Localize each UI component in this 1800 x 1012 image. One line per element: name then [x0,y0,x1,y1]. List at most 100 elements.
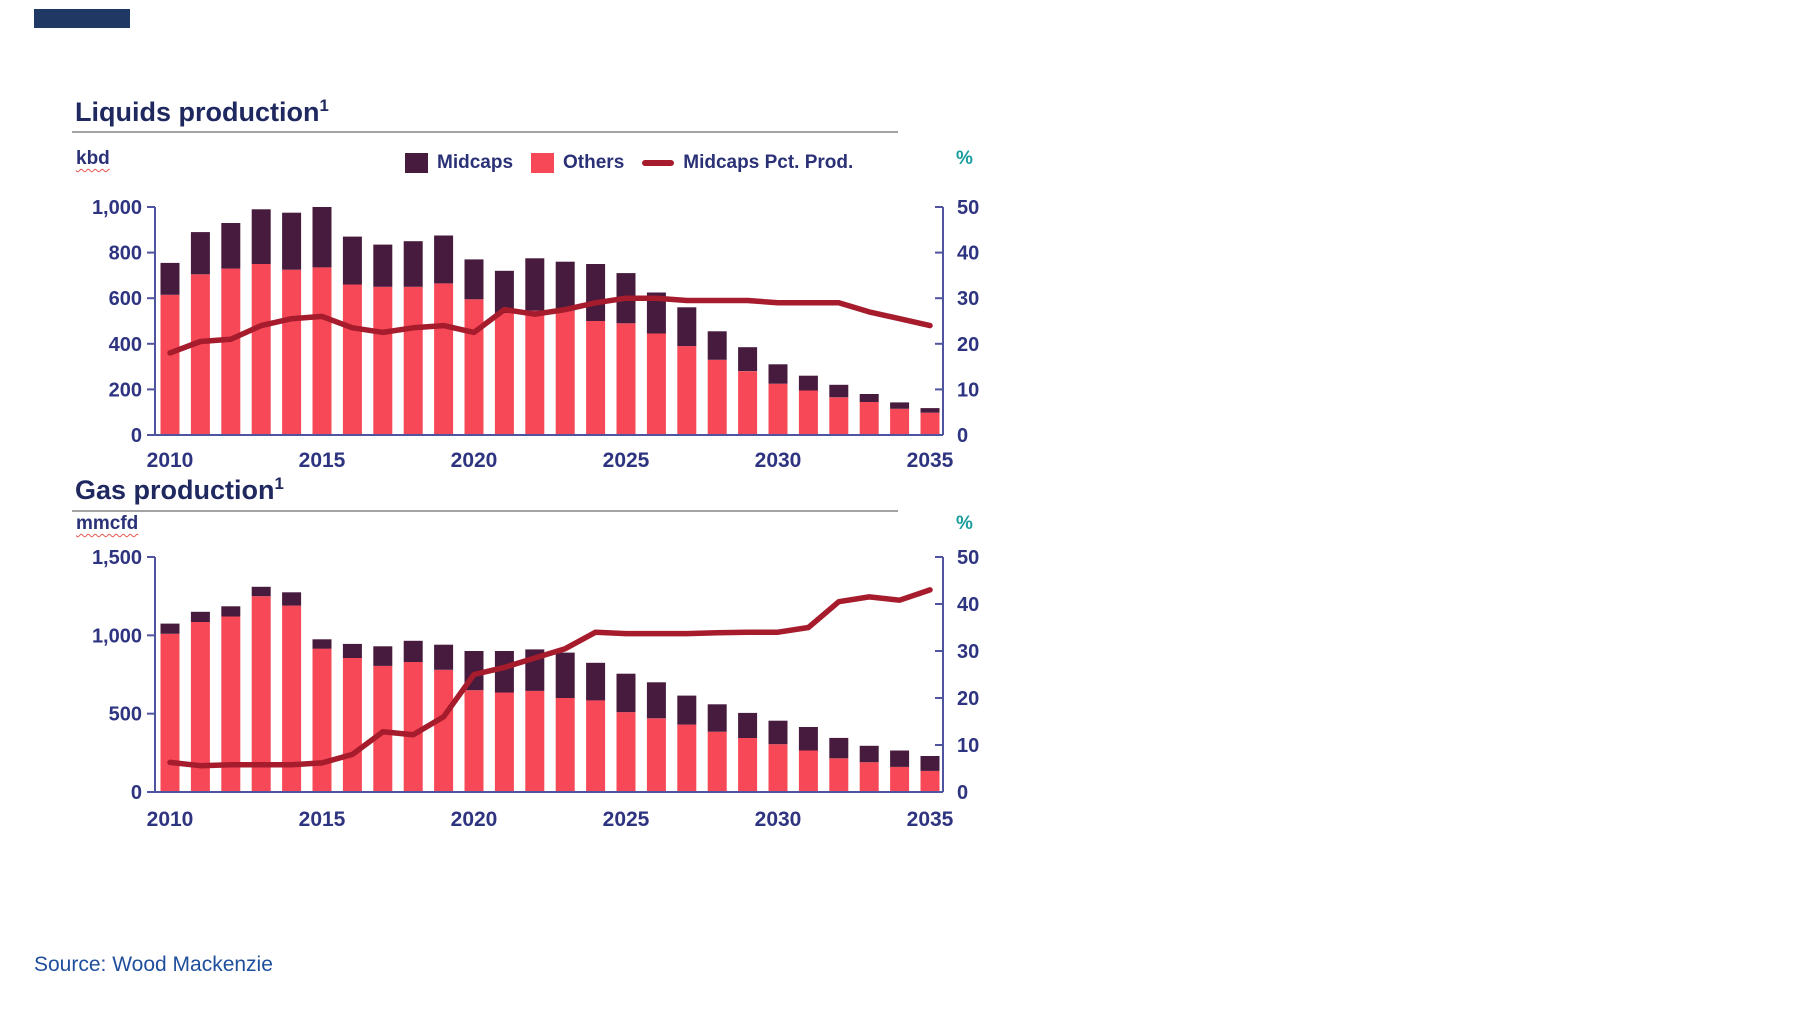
bar-segment-midcaps [373,646,393,666]
bar-segment-others [890,408,910,435]
gas-title-rule [72,510,898,512]
bar-segment-others [586,700,606,792]
bar-segment-midcaps [920,408,940,413]
liquids-right-axis-unit: % [956,148,973,169]
bar-segment-others [859,762,879,792]
x-tick-label: 2025 [603,449,650,472]
bar-segment-midcaps [829,737,849,759]
bar-segment-midcaps [373,244,393,287]
bar-segment-midcaps [494,270,514,313]
bar-segment-others [707,359,727,435]
bar-segment-midcaps [646,682,666,719]
line-swatch-icon [642,160,675,166]
bar-segment-others [859,401,879,435]
bar-segment-others [251,264,271,435]
bar-segment-midcaps [251,586,271,597]
left-tick-label: 1,000 [92,197,142,219]
bar-segment-midcaps [768,364,788,384]
gas-unit-label: mmcfd [76,513,139,534]
bar-segment-others [525,310,545,435]
bar-segment-midcaps [525,258,545,311]
bar-segment-midcaps [342,643,362,658]
bar-segment-others [373,665,393,792]
x-tick-label: 2015 [299,808,346,831]
bar-segment-midcaps [707,704,727,732]
bar-segment-midcaps [342,236,362,285]
right-tick-label: 50 [957,547,979,569]
bar-segment-midcaps [829,384,849,398]
bar-segment-midcaps [494,651,514,693]
x-tick-label: 2015 [299,449,346,472]
right-tick-label: 30 [957,288,979,310]
right-tick-label: 50 [957,197,979,219]
bar-segment-others [434,283,454,435]
bar-segment-midcaps [768,720,788,745]
bar-segment-midcaps [738,347,758,372]
bar-segment-others [312,267,332,435]
gas-chart-title: Gas production1 [75,474,284,506]
left-tick-label: 1,000 [92,625,142,647]
bar-segment-midcaps [890,402,910,409]
bar-segment-midcaps [251,209,271,264]
bar-segment-midcaps [859,394,879,402]
right-tick-label: 30 [957,641,979,663]
legend-item-others: Others [531,152,624,174]
bar-segment-midcaps [403,241,423,287]
right-tick-label: 10 [957,735,979,757]
legend-label-midcaps-pct: Midcaps Pct. Prod. [683,152,854,173]
right-tick-label: 10 [957,379,979,401]
bar-segment-others [555,310,575,435]
bar-segment-others [798,390,818,435]
bar-segment-others [738,371,758,435]
bar-segment-others [677,724,697,792]
midcaps-swatch-icon [405,153,428,173]
bar-segment-others [221,268,241,435]
bar-segment-others [251,596,271,792]
right-tick-label: 20 [957,688,979,710]
bar-segment-others [494,313,514,435]
legend-item-midcaps-pct: Midcaps Pct. Prod. [642,152,853,174]
top-left-decoration-bar [34,9,130,28]
bar-segment-others [677,346,697,435]
bar-segment-others [434,669,454,792]
bar-segment-others [768,744,788,792]
bar-segment-others [890,766,910,792]
bar-segment-midcaps [312,207,332,268]
liquids-chart-title: Liquids production1 [75,96,329,128]
x-tick-label: 2025 [603,808,650,831]
bar-segment-midcaps [677,307,697,347]
bar-segment-others [160,633,180,792]
bar-segment-midcaps [221,606,241,617]
bar-segment-others [798,750,818,792]
bar-segment-midcaps [555,652,575,698]
bar-segment-others [190,274,210,435]
x-tick-label: 2030 [755,808,802,831]
bar-segment-midcaps [890,750,910,767]
x-tick-label: 2035 [907,449,954,472]
bar-segment-midcaps [464,259,484,300]
bar-segment-midcaps [586,662,606,701]
bar-segment-others [738,737,758,792]
bar-segment-others [373,286,393,435]
liquids-title-rule [72,131,898,133]
x-tick-label: 2010 [147,449,194,472]
bar-segment-others [646,718,666,792]
right-tick-label: 0 [957,425,968,447]
legend-label-midcaps: Midcaps [437,152,514,173]
bar-segment-midcaps [798,727,818,751]
left-tick-label: 1,500 [92,547,142,569]
gas-title-footnote-marker: 1 [274,474,284,493]
bar-segment-midcaps [798,375,818,391]
left-tick-label: 0 [131,425,142,447]
gas-title-text: Gas production [75,475,275,505]
bar-segment-midcaps [738,712,758,738]
bar-segment-midcaps [555,261,575,311]
bar-segment-midcaps [616,673,636,713]
bar-segment-midcaps [920,756,940,771]
bar-segment-midcaps [160,623,180,634]
legend-label-others: Others [563,152,625,173]
liquids-title-footnote-marker: 1 [319,96,329,115]
